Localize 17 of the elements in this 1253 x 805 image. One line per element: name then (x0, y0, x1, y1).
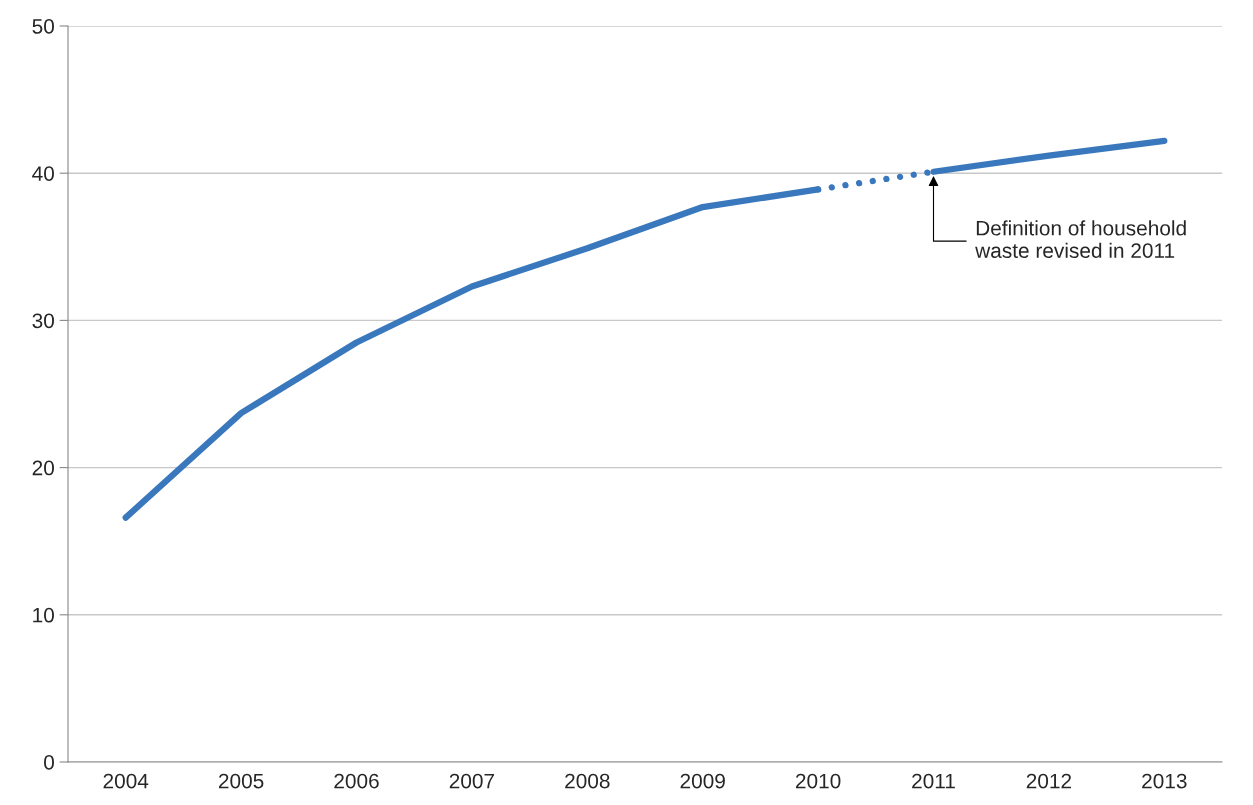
y-tick-label: 10 (33, 607, 54, 623)
x-tick-label: 2006 (334, 773, 379, 789)
y-tick-label: 50 (32, 19, 54, 34)
x-tick-label: 2012 (1026, 773, 1072, 789)
y-tick-label: 40 (32, 166, 54, 181)
y-tick-label: 20 (32, 460, 54, 476)
annotation: Definition of household waste revised in 2011 (975, 220, 1186, 258)
x-tick-label: 2004 (103, 773, 149, 789)
x-tick-label: 2010 (795, 773, 841, 789)
x-tick-label: 2011 (912, 773, 955, 789)
x-tick-label: 2013 (1142, 773, 1187, 789)
y-tick-label: 30 (32, 313, 54, 329)
x-tick-label: 2008 (565, 773, 610, 789)
x-tick-label: 2009 (680, 773, 725, 789)
x-tick-label: 2007 (449, 773, 495, 789)
x-tick-label: 2005 (218, 773, 264, 789)
y-tick-label: 0 (44, 755, 54, 770)
